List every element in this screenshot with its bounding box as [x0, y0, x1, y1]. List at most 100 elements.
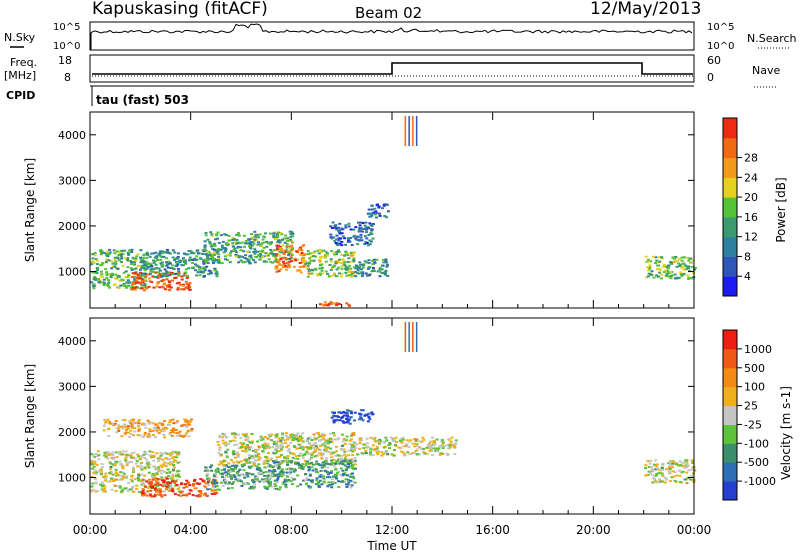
- heatmap-cell: [266, 462, 270, 465]
- heatmap-cell: [96, 263, 99, 266]
- heatmap-cell: [319, 469, 323, 472]
- heatmap-cell: [105, 457, 109, 460]
- heatmap-cell: [674, 260, 678, 263]
- heatmap-cell: [144, 458, 148, 461]
- heatmap-cell: [359, 233, 363, 236]
- heatmap-cell: [399, 450, 403, 453]
- heatmap-cell: [319, 444, 323, 447]
- heatmap-cell: [380, 454, 384, 457]
- heatmap-cell: [275, 260, 279, 263]
- heatmap-cell: [95, 272, 99, 274]
- heatmap-cell: [346, 466, 350, 469]
- heatmap-cell: [440, 444, 444, 447]
- heatmap-cell: [264, 486, 267, 489]
- heatmap-cell: [346, 458, 350, 461]
- heatmap-cell: [186, 481, 190, 484]
- heatmap-cell: [204, 466, 208, 469]
- heatmap-cell: [223, 255, 227, 258]
- heatmap-cell: [267, 465, 270, 468]
- heatmap-cell: [206, 238, 210, 241]
- heatmap-cell: [363, 235, 367, 238]
- heatmap-cell: [344, 226, 348, 229]
- heatmap-cell: [371, 413, 375, 416]
- heatmap-cell: [216, 237, 219, 240]
- heatmap-cell: [104, 260, 108, 263]
- heatmap-cell: [206, 481, 210, 483]
- heatmap-cell: [144, 485, 147, 488]
- heatmap-cell: [320, 457, 324, 460]
- heatmap-cell: [176, 420, 179, 423]
- heatmap-cell: [330, 463, 334, 466]
- heatmap-cell: [325, 457, 328, 460]
- heatmap-cell: [152, 286, 156, 289]
- heatmap-cell: [334, 462, 338, 465]
- heatmap-cell: [164, 426, 168, 429]
- heatmap-cell: [212, 257, 216, 260]
- heatmap-cell: [289, 235, 293, 238]
- heatmap-cell: [262, 246, 266, 249]
- heatmap-cell: [284, 442, 288, 445]
- heatmap-cell: [315, 460, 319, 463]
- nsky-bottom-tick: 10^0: [53, 41, 80, 52]
- heatmap-cell: [228, 254, 232, 257]
- heatmap-cell: [181, 424, 185, 426]
- heatmap-cell: [370, 204, 374, 207]
- heatmap-cell: [215, 270, 219, 273]
- heatmap-cell: [99, 470, 103, 473]
- heatmap-cell: [274, 260, 277, 263]
- heatmap-cell: [274, 436, 278, 439]
- heatmap-cell: [302, 257, 306, 260]
- heatmap-cell: [322, 249, 326, 252]
- heatmap-cell: [347, 449, 351, 452]
- heatmap-cell: [655, 463, 659, 466]
- heatmap-cell: [654, 481, 658, 484]
- heatmap-cell: [129, 267, 133, 270]
- heatmap-cell: [345, 302, 349, 305]
- heatmap-cell: [278, 241, 282, 244]
- heatmap-cell: [348, 418, 352, 421]
- heatmap-cell: [264, 232, 267, 235]
- heatmap-cell: [273, 461, 277, 464]
- heatmap-cell: [226, 259, 229, 261]
- heatmap-cell: [666, 271, 670, 274]
- nave-label: Nave: [752, 64, 780, 77]
- heatmap-cell: [179, 260, 182, 262]
- heatmap-cell: [364, 272, 368, 275]
- heatmap-cell: [121, 264, 125, 267]
- heatmap-cell: [278, 450, 282, 452]
- heatmap-cell: [375, 204, 379, 207]
- heatmap-cell: [236, 470, 240, 473]
- heatmap-cell: [663, 476, 667, 479]
- heatmap-cell: [335, 304, 338, 307]
- heatmap-cell: [262, 447, 266, 450]
- heatmap-cell: [685, 482, 689, 485]
- heatmap-cell: [244, 460, 248, 463]
- heatmap-cell: [279, 439, 283, 442]
- heatmap-cell: [283, 456, 287, 459]
- heatmap-cell: [105, 273, 109, 276]
- heatmap-cell: [171, 249, 175, 252]
- heatmap-cell: [303, 264, 306, 267]
- heatmap-cell: [184, 271, 188, 274]
- heatmap-cell: [143, 283, 147, 285]
- heatmap-cell: [160, 280, 164, 282]
- heatmap-cell: [385, 439, 389, 442]
- heatmap-cell: [124, 431, 128, 434]
- heatmap-cell: [693, 266, 697, 269]
- heatmap-cell: [350, 412, 353, 415]
- heatmap-cell: [344, 243, 348, 246]
- heatmap-cell: [311, 452, 315, 455]
- heatmap-cell: [361, 266, 365, 269]
- heatmap-cell: [349, 462, 353, 465]
- heatmap-cell: [447, 437, 451, 440]
- heatmap-cell: [341, 228, 345, 231]
- heatmap-cell: [133, 427, 137, 429]
- heatmap-cell: [335, 253, 338, 255]
- heatmap-cell: [353, 481, 357, 484]
- heatmap-cell: [289, 441, 293, 444]
- heatmap-cell: [176, 473, 180, 476]
- heatmap-cell: [352, 260, 356, 263]
- heatmap-cell: [343, 261, 347, 264]
- heatmap-cell: [93, 462, 97, 465]
- heatmap-cell: [110, 267, 114, 270]
